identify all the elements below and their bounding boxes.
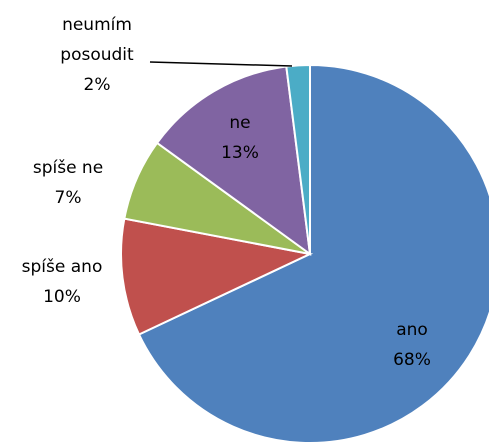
category-label: spíše ne (32, 158, 104, 178)
slice-label: spíše ano 10% (22, 252, 103, 312)
slice-label: neumím posoudit 2% (47, 10, 147, 100)
pie-slice (120, 217, 314, 336)
category-label: ne (229, 113, 251, 133)
slice-label: spíše ne 7% (33, 153, 103, 213)
category-label: ano (396, 320, 428, 340)
pie-slice (137, 63, 489, 444)
category-label: spíše ano (21, 257, 103, 277)
value-label: 68% (393, 350, 431, 370)
value-label: 10% (43, 287, 81, 307)
pie-slice (155, 65, 312, 257)
leader-line (149, 61, 293, 67)
slice-label: ne 13% (221, 108, 259, 168)
value-label: 2% (83, 75, 111, 95)
value-label: 13% (221, 143, 259, 163)
slice-label: ano 68% (393, 315, 431, 375)
category-label: neumím posoudit (60, 15, 134, 65)
value-label: 7% (54, 188, 82, 208)
